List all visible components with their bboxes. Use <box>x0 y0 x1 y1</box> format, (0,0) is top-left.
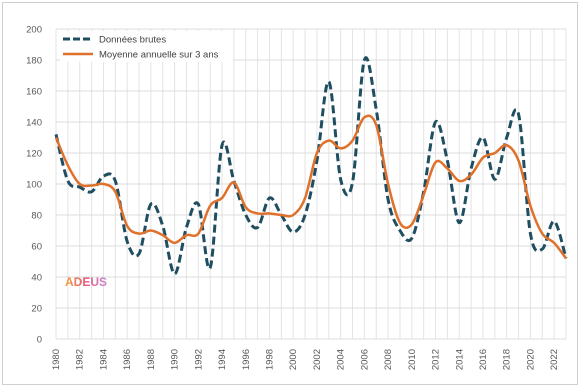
legend-label-1: Moyenne annuelle sur 3 ans <box>99 50 219 61</box>
x-tick-label-1984: 1984 <box>98 349 109 370</box>
x-tick-label-1998: 1998 <box>264 349 275 370</box>
x-tick-label-1992: 1992 <box>193 349 204 370</box>
legend-background <box>60 31 233 62</box>
y-tick-label-160: 160 <box>26 87 42 98</box>
y-tick-label-0: 0 <box>37 335 42 346</box>
y-tick-label-180: 180 <box>26 56 42 67</box>
series-line-3-year-average <box>54 114 567 260</box>
x-tick-label-2014: 2014 <box>454 349 465 370</box>
x-tick-label-1982: 1982 <box>75 349 86 370</box>
line-chart: 0 20 40 60 80 100 120 140 160 180 200 1980 1982 1984 1… <box>26 25 568 370</box>
x-tick-label-1994: 1994 <box>217 349 228 370</box>
y-tick-label-40: 40 <box>31 273 42 284</box>
x-tick-label-2006: 2006 <box>359 349 370 370</box>
series-line-raw-data <box>54 56 568 276</box>
y-tick-label-200: 200 <box>26 25 42 36</box>
x-tick-label-1990: 1990 <box>170 349 181 370</box>
x-tick-label-1996: 1996 <box>241 349 252 370</box>
y-tick-label-20: 20 <box>31 304 42 315</box>
x-tick-label-1988: 1988 <box>146 349 157 370</box>
x-tick-label-1980: 1980 <box>51 349 62 370</box>
x-tick-label-2008: 2008 <box>383 349 394 370</box>
x-tick-label-2016: 2016 <box>478 349 489 370</box>
legend-label-0: Données brutes <box>99 35 166 46</box>
y-tick-label-80: 80 <box>31 211 42 222</box>
adeus-logo: ADEUS <box>65 275 107 289</box>
x-tick-label-2004: 2004 <box>336 349 347 370</box>
x-tick-label-2018: 2018 <box>502 349 513 370</box>
y-tick-label-120: 120 <box>26 149 42 160</box>
x-tick-label-2010: 2010 <box>407 349 418 370</box>
x-tick-label-1986: 1986 <box>122 349 133 370</box>
x-tick-label-2020: 2020 <box>525 349 536 370</box>
x-tick-label-2000: 2000 <box>288 349 299 370</box>
x-tick-label-2012: 2012 <box>431 349 442 370</box>
y-tick-label-60: 60 <box>31 242 42 253</box>
x-tick-label-2002: 2002 <box>312 349 323 370</box>
x-tick-label-2022: 2022 <box>549 349 560 370</box>
y-tick-label-100: 100 <box>26 180 42 191</box>
y-tick-label-140: 140 <box>26 118 42 129</box>
